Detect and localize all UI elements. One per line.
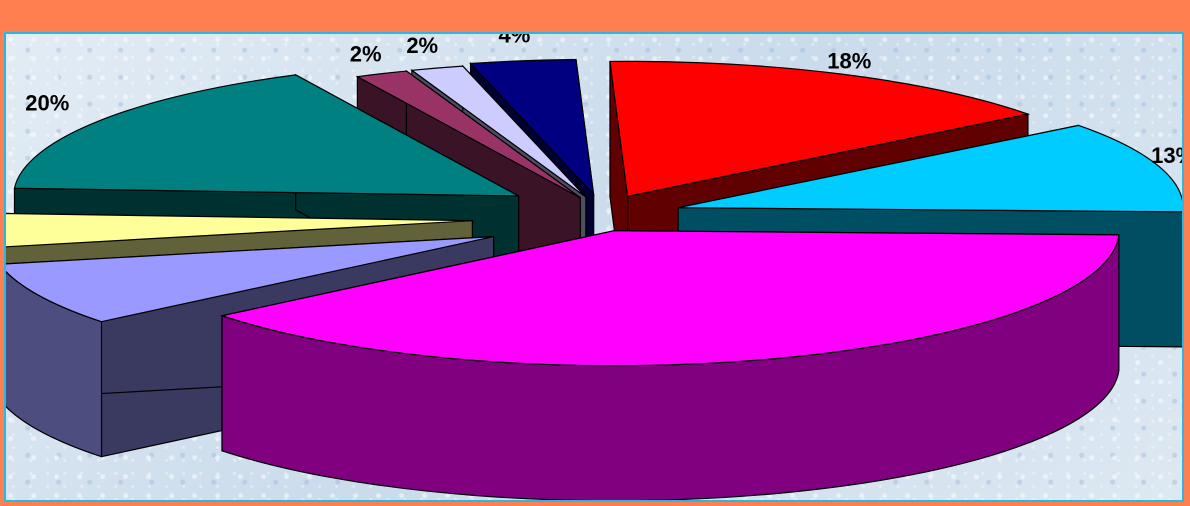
data-label-1: 18% — [827, 48, 871, 73]
slice-6-top — [13, 74, 519, 197]
data-label-6: 20% — [25, 90, 69, 115]
slice-2-top — [678, 124, 1182, 213]
slice-7-top — [355, 70, 581, 199]
pie-slice-3 — [219, 229, 1120, 500]
slice-1-top — [609, 60, 1031, 198]
plot-area: 18%13%46%9%5%20%2%2%4% — [4, 32, 1184, 502]
slice-8-top — [410, 65, 587, 198]
slice-3-top — [219, 230, 1120, 367]
data-label-8: 2% — [406, 34, 438, 58]
data-label-2: 13% — [1151, 143, 1182, 168]
slice-5-top — [6, 212, 473, 248]
slice-4-top — [6, 235, 494, 323]
slice-9-top — [469, 58, 595, 197]
data-label-3: 46% — [763, 497, 807, 500]
data-label-7: 2% — [350, 42, 382, 67]
pie-chart: 18%13%46%9%5%20%2%2%4% — [6, 34, 1182, 500]
data-label-9: 4% — [498, 34, 530, 48]
